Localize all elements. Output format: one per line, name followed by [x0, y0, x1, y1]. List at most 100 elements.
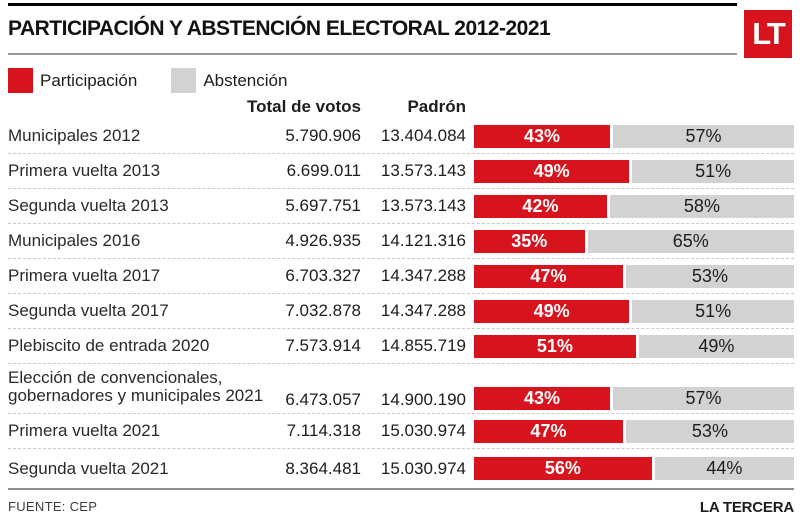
table-row: Segunda vuelta 2013 5.697.751 13.573.143…	[8, 189, 794, 224]
bar-cell: 47% 53%	[474, 419, 794, 443]
bar-cell: 49% 51%	[474, 159, 794, 183]
stacked-bar: 49% 51%	[474, 299, 794, 323]
padron-value: 13.573.143	[380, 161, 466, 180]
participation-segment: 47%	[474, 264, 623, 288]
bar-cell: 49% 51%	[474, 299, 794, 323]
table-row: Primera vuelta 2017 6.703.327 14.347.288…	[8, 259, 794, 294]
participation-segment: 56%	[474, 457, 652, 480]
top-rule	[8, 3, 737, 6]
abstention-segment: 57%	[613, 124, 794, 148]
legend-item-abstention: Abstención	[171, 68, 287, 93]
bar-cell: 51% 49%	[474, 334, 794, 358]
credit-text: LA TERCERA	[699, 499, 794, 516]
total-votes-value: 6.699.011	[286, 161, 361, 180]
stacked-bar: 56% 44%	[474, 457, 794, 480]
total-votes-value: 5.697.751	[285, 196, 361, 215]
bar-cell: 43% 57%	[474, 387, 794, 410]
stacked-bar: 49% 51%	[474, 159, 794, 183]
table-row: Municipales 2016 4.926.935 14.121.316 35…	[8, 224, 794, 259]
bar-cell: 42% 58%	[474, 194, 794, 218]
padron-value: 13.404.084	[380, 126, 466, 145]
election-label: Segunda vuelta 2013	[8, 196, 169, 215]
padron-value: 14.900.190	[380, 390, 466, 409]
election-label: Segunda vuelta 2021	[8, 458, 169, 478]
bar-cell: 43% 57%	[474, 124, 794, 148]
table-row: Segunda vuelta 2021 8.364.481 15.030.974…	[8, 449, 794, 488]
legend: Participación Abstención	[8, 68, 794, 93]
total-votes-value: 8.364.481	[285, 458, 361, 478]
table-row: Elección de convencionales, gobernadores…	[8, 364, 794, 414]
footer: FUENTE: CEP LA TERCERA	[8, 488, 794, 516]
election-label: Plebiscito de entrada 2020	[8, 336, 210, 355]
abstention-legend-label: Abstención	[203, 70, 288, 90]
election-label: Primera vuelta 2017	[8, 266, 161, 285]
abstention-segment: 49%	[638, 334, 794, 358]
abstention-segment: 51%	[632, 159, 794, 183]
padron-value: 15.030.974	[380, 458, 466, 478]
infographic: PARTICIPACIÓN Y ABSTENCIÓN ELECTORAL 201…	[0, 3, 800, 516]
participation-swatch	[8, 68, 33, 93]
bar-cell: 56% 44%	[474, 457, 794, 480]
stacked-bar: 35% 65%	[474, 229, 794, 253]
page-title: PARTICIPACIÓN Y ABSTENCIÓN ELECTORAL 201…	[8, 17, 551, 40]
padron-value: 14.121.316	[380, 231, 466, 250]
total-votes-value: 7.032.878	[285, 301, 361, 320]
abstention-swatch	[171, 68, 197, 93]
padron-value: 15.030.974	[380, 421, 466, 440]
participation-segment: 51%	[474, 334, 636, 358]
abstention-segment: 58%	[609, 194, 794, 218]
lt-logo: LT	[744, 10, 792, 58]
padron-value: 14.855.719	[380, 336, 466, 355]
election-label: Primera vuelta 2013	[8, 161, 161, 180]
election-label: Municipales 2016	[8, 231, 141, 250]
abstention-segment: 57%	[613, 387, 794, 410]
table-row: Primera vuelta 2013 6.699.011 13.573.143…	[8, 154, 794, 189]
title-block: PARTICIPACIÓN Y ABSTENCIÓN ELECTORAL 201…	[8, 6, 737, 55]
masthead: PARTICIPACIÓN Y ABSTENCIÓN ELECTORAL 201…	[8, 6, 794, 58]
padron-value: 14.347.288	[380, 266, 466, 285]
election-label: Primera vuelta 2021	[8, 421, 161, 440]
abstention-segment: 44%	[654, 457, 794, 480]
total-votes-value: 4.926.935	[285, 231, 361, 250]
bar-cell: 35% 65%	[474, 229, 794, 253]
election-label: Elección de convencionales, gobernadores…	[8, 368, 264, 405]
lt-logo-text: LT	[752, 16, 786, 51]
table-row: Municipales 2012 5.790.906 13.404.084 43…	[8, 119, 794, 154]
legend-item-participation: Participación	[8, 68, 137, 93]
source-text: FUENTE: CEP	[8, 499, 98, 514]
election-label: Segunda vuelta 2017	[8, 301, 169, 320]
stacked-bar: 43% 57%	[474, 124, 794, 148]
participation-segment: 43%	[474, 124, 611, 148]
column-header-votes: Total de votos	[247, 97, 361, 116]
participation-segment: 43%	[474, 387, 611, 410]
table-row: Primera vuelta 2021 7.114.318 15.030.974…	[8, 414, 794, 449]
election-rows: Municipales 2012 5.790.906 13.404.084 43…	[8, 119, 794, 488]
stacked-bar: 47% 53%	[474, 419, 794, 443]
column-header-padron: Padrón	[407, 97, 466, 116]
participation-segment: 49%	[474, 159, 630, 183]
stacked-bar: 51% 49%	[474, 334, 794, 358]
participation-segment: 49%	[474, 299, 630, 323]
participation-legend-label: Participación	[40, 70, 138, 90]
total-votes-value: 7.573.914	[285, 336, 361, 355]
padron-value: 13.573.143	[380, 196, 466, 215]
table-row: Segunda vuelta 2017 7.032.878 14.347.288…	[8, 294, 794, 329]
bar-cell: 47% 53%	[474, 264, 794, 288]
participation-segment: 42%	[474, 194, 607, 218]
padron-value: 14.347.288	[380, 301, 466, 320]
stacked-bar: 43% 57%	[474, 387, 794, 410]
participation-segment: 35%	[474, 229, 585, 253]
election-label: Municipales 2012	[8, 126, 141, 145]
stacked-bar: 42% 58%	[474, 194, 794, 218]
stacked-bar: 47% 53%	[474, 264, 794, 288]
total-votes-value: 6.703.327	[285, 266, 361, 285]
participation-segment: 47%	[474, 419, 623, 443]
total-votes-value: 7.114.318	[286, 421, 361, 440]
total-votes-value: 5.790.906	[285, 126, 361, 145]
column-headers: Total de votos Padrón	[8, 95, 794, 117]
table-row: Plebiscito de entrada 2020 7.573.914 14.…	[8, 329, 794, 364]
abstention-segment: 51%	[632, 299, 794, 323]
abstention-segment: 53%	[625, 419, 794, 443]
abstention-segment: 65%	[587, 229, 794, 253]
abstention-segment: 53%	[625, 264, 794, 288]
